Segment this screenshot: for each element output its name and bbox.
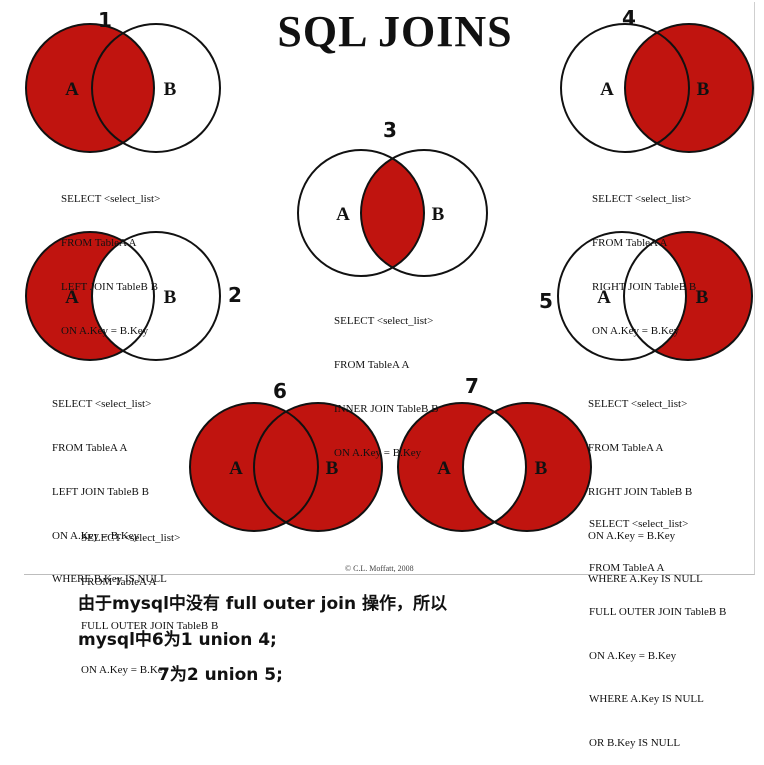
circle-b <box>91 23 221 153</box>
sql-block-6: SELECT <select_list> FROM TableA A FULL … <box>81 502 218 692</box>
label-a: A <box>229 458 243 479</box>
sql-line: SELECT <select_list> <box>81 532 181 545</box>
sql-block-2: SELECT <select_list> FROM TableA A LEFT … <box>52 368 167 602</box>
diagram-number-3: 3 <box>383 118 397 142</box>
set-a-only-fill <box>26 232 154 360</box>
circle-a <box>397 402 527 532</box>
circle-a <box>557 231 687 361</box>
sql-line: LEFT JOIN TableB B <box>52 485 149 498</box>
diagram-number-5: 5 <box>539 289 553 313</box>
circle-b <box>91 231 221 361</box>
sql-line: ON A.Key = B.Key <box>61 324 149 337</box>
sql-line: SELECT <select_list> <box>61 193 161 206</box>
label-a: A <box>597 287 611 308</box>
copyright: © C.L. Moffatt, 2008 <box>345 564 414 573</box>
circle-b <box>462 402 592 532</box>
sql-block-4: SELECT <select_list> FROM TableA A RIGHT… <box>592 163 696 353</box>
label-b: B <box>326 458 339 479</box>
label-b: B <box>535 458 548 479</box>
diagram-number-7: 7 <box>465 374 479 398</box>
label-b: B <box>164 79 177 100</box>
note-line-2: mysql中6为1 union 4; <box>78 630 277 650</box>
circle-a <box>25 231 155 361</box>
note-line-3: 7为2 union 5; <box>158 665 283 685</box>
circle-b <box>253 402 383 532</box>
sql-block-5: SELECT <select_list> FROM TableA A RIGHT… <box>588 368 703 602</box>
sql-line: FROM TableA A <box>592 236 668 249</box>
sql-line: FROM TableA A <box>334 358 410 371</box>
intersection-fill <box>361 150 424 276</box>
label-b: B <box>696 287 709 308</box>
sql-line: FROM TableA A <box>589 561 665 574</box>
sql-line: OR B.Key IS NULL <box>589 737 681 750</box>
sql-block-1: SELECT <select_list> FROM TableA A LEFT … <box>61 163 160 353</box>
sql-line: WHERE A.Key IS NULL <box>589 693 704 706</box>
sql-line: RIGHT JOIN TableB B <box>592 280 697 293</box>
sql-line: SELECT <select_list> <box>588 398 688 411</box>
circle-b <box>623 231 753 361</box>
figure-frame <box>24 2 755 575</box>
sql-line: FROM TableA A <box>81 575 157 588</box>
label-a: A <box>336 204 350 225</box>
sql-line: ON A.Key = B.Key <box>588 529 676 542</box>
circle-a <box>297 149 425 277</box>
set-b-only-fill <box>624 232 752 360</box>
sql-block-7: SELECT <select_list> FROM TableA A FULL … <box>589 488 726 765</box>
circle-a <box>560 23 690 153</box>
sql-line: SELECT <select_list> <box>592 193 692 206</box>
sql-line: ON A.Key = B.Key <box>589 649 677 662</box>
diagram-number-1: 1 <box>98 8 112 32</box>
label-a: A <box>437 458 451 479</box>
sql-line: SELECT <select_list> <box>589 518 689 531</box>
diagram-number-4: 4 <box>622 6 636 30</box>
page-title: SQL JOINS <box>277 7 513 56</box>
sql-line: LEFT JOIN TableB B <box>61 280 158 293</box>
label-a: A <box>65 79 79 100</box>
sql-line: WHERE B.Key IS NULL <box>52 573 167 586</box>
sql-line: FULL OUTER JOIN TableB B <box>589 605 727 618</box>
sql-line: ON A.Key = B.Key <box>334 446 422 459</box>
diagram-number-2: 2 <box>228 283 242 307</box>
sql-line: SELECT <select_list> <box>52 398 152 411</box>
label-b: B <box>697 79 710 100</box>
label-b: B <box>164 287 177 308</box>
circle-a <box>189 402 319 532</box>
sql-line: INNER JOIN TableB B <box>334 402 439 415</box>
sql-line: ON A.Key = B.Key <box>592 324 680 337</box>
set-a-fill <box>26 24 154 152</box>
sql-line: ON A.Key = B.Key <box>81 663 169 676</box>
label-b: B <box>432 204 445 225</box>
sql-line: RIGHT JOIN TableB B <box>588 485 693 498</box>
circle-a <box>25 23 155 153</box>
sql-line: WHERE A.Key IS NULL <box>588 573 703 586</box>
sql-line: ON A.Key = B.Key <box>52 529 140 542</box>
venn-canvas: A BA BA BA BA BA B A B <box>25 23 754 532</box>
sql-line: FROM TableA A <box>61 236 137 249</box>
circle-b <box>360 149 488 277</box>
label-a: A <box>65 287 79 308</box>
diagram-number-6: 6 <box>273 379 287 403</box>
sql-line: SELECT <select_list> <box>334 315 434 328</box>
note-line-1: 由于mysql中没有 full outer join 操作，所以 <box>78 594 447 614</box>
sql-line: FROM TableA A <box>588 441 664 454</box>
sql-line: FULL OUTER JOIN TableB B <box>81 619 219 632</box>
sql-block-3: SELECT <select_list> FROM TableA A INNER… <box>334 285 438 475</box>
circle-b <box>624 23 754 153</box>
label-a: A <box>600 79 614 100</box>
sql-line: FROM TableA A <box>52 441 128 454</box>
